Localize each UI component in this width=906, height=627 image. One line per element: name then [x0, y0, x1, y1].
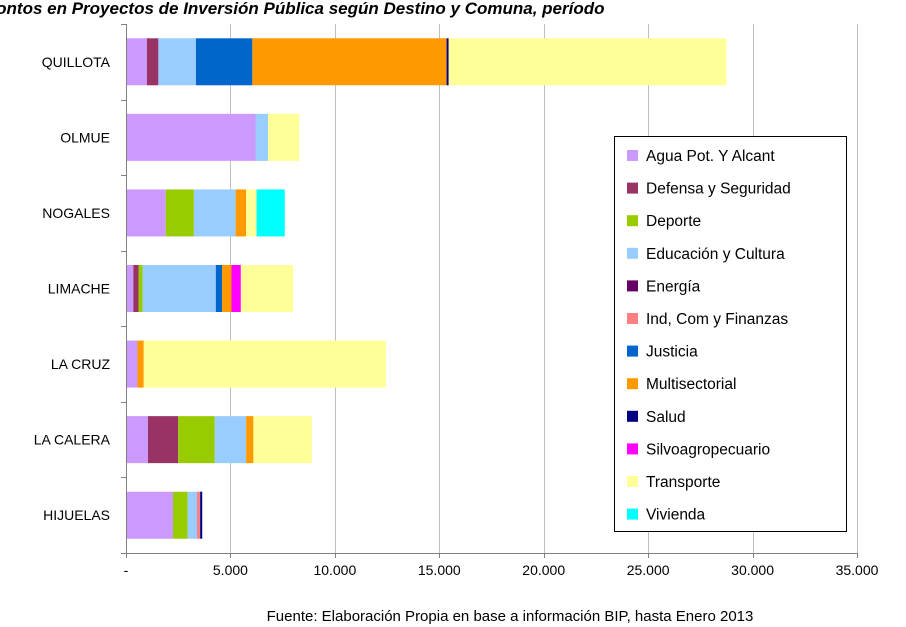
bar-segment: [222, 265, 232, 312]
legend-box: [614, 136, 847, 532]
bar-segment: [197, 491, 201, 539]
bar-segment: [448, 38, 727, 86]
bar-segment: [215, 265, 223, 312]
bar-segment: [158, 38, 196, 86]
legend-label: Energía: [646, 278, 701, 295]
bar-segment: [126, 340, 138, 388]
x-tick-label: 15.000: [418, 562, 461, 578]
legend-swatch: [627, 508, 638, 520]
x-tick-label: -: [124, 562, 129, 578]
bar-segment: [126, 113, 256, 161]
bar-segment: [126, 265, 134, 312]
bar-segment: [246, 189, 257, 237]
bar-segment: [187, 491, 198, 539]
legend-label: Defensa y Seguridad: [646, 181, 791, 198]
legend-label: Vivienda: [646, 507, 706, 524]
category-label: OLMUE: [60, 129, 110, 145]
legend-swatch: [627, 313, 638, 324]
x-tick-label: 25.000: [627, 562, 670, 578]
legend-swatch: [627, 378, 638, 390]
legend-label: Agua Pot. Y Alcant: [646, 148, 775, 165]
bar-segment: [172, 491, 188, 539]
x-tick-label: 10.000: [313, 562, 356, 578]
bar-segment: [126, 189, 166, 237]
category-label: QUILLOTA: [42, 54, 111, 70]
bar-segment: [146, 38, 159, 86]
legend-label: Educación y Cultura: [646, 246, 785, 263]
bar-segment: [133, 265, 139, 312]
legend-swatch: [627, 443, 638, 455]
legend-label: Justicia: [646, 344, 698, 361]
bar-segment: [268, 113, 300, 161]
category-label: LA CRUZ: [51, 356, 111, 372]
bar-segment: [142, 265, 216, 312]
bar-segment: [137, 340, 144, 388]
bar-segment: [235, 189, 247, 237]
x-tick-label: 20.000: [522, 562, 565, 578]
legend-swatch: [627, 182, 638, 194]
bar-segment: [255, 113, 269, 161]
legend-label: Silvoagropecuario: [646, 441, 770, 458]
bar-segment: [178, 416, 215, 464]
bar-segment: [231, 265, 241, 312]
bar-segment: [126, 38, 147, 86]
bar-segment: [165, 189, 194, 237]
legend-label: Ind, Com y Finanzas: [646, 311, 788, 328]
bar-segment: [143, 340, 387, 388]
bar-segment: [126, 416, 148, 464]
legend-label: Multisectorial: [646, 376, 736, 393]
legend-label: Deporte: [646, 213, 701, 230]
legend: Agua Pot. Y Alcant Defensa y Seguridad Dep…: [614, 136, 847, 532]
bar-segment: [240, 265, 294, 312]
legend-swatch: [627, 280, 638, 292]
bar-segment: [214, 416, 247, 464]
bar-segment: [193, 189, 236, 237]
legend-label: Transporte: [646, 474, 720, 491]
category-label: LA CALERA: [34, 432, 111, 448]
category-label: LIMACHE: [48, 281, 110, 297]
bar-segment: [252, 38, 447, 86]
axes: QUILLOTA OLMUE NOGALES LIMACHE LA CRUZ LA CAL…: [34, 24, 879, 578]
legend-swatch: [627, 215, 638, 227]
bar-segment: [147, 416, 179, 464]
category-label: NOGALES: [42, 205, 110, 221]
bar-segment: [446, 38, 449, 86]
chart-source: Fuente: Elaboración Propia en base a inf…: [267, 608, 754, 625]
bar-segment: [126, 491, 173, 539]
bar-segment: [253, 416, 312, 464]
legend-label: Salud: [646, 409, 686, 426]
legend-swatch: [627, 345, 638, 357]
bar-segment: [256, 189, 285, 237]
category-label: HIJUELAS: [43, 507, 110, 523]
x-tick-label: 5.000: [213, 562, 248, 578]
x-tick-label: 35.000: [836, 562, 879, 578]
legend-swatch: [627, 150, 638, 161]
bar-segment: [138, 265, 143, 312]
legend-swatch: [627, 476, 638, 487]
bar-segment: [246, 416, 254, 464]
legend-swatch: [627, 247, 638, 259]
x-tick-label: 30.000: [731, 562, 774, 578]
bar-segment: [195, 38, 253, 86]
bar-segment: [200, 491, 203, 539]
chart-title: Montos en Proyectos de Inversión Pública…: [0, 0, 605, 18]
bars: [126, 38, 727, 539]
legend-swatch: [627, 410, 638, 422]
